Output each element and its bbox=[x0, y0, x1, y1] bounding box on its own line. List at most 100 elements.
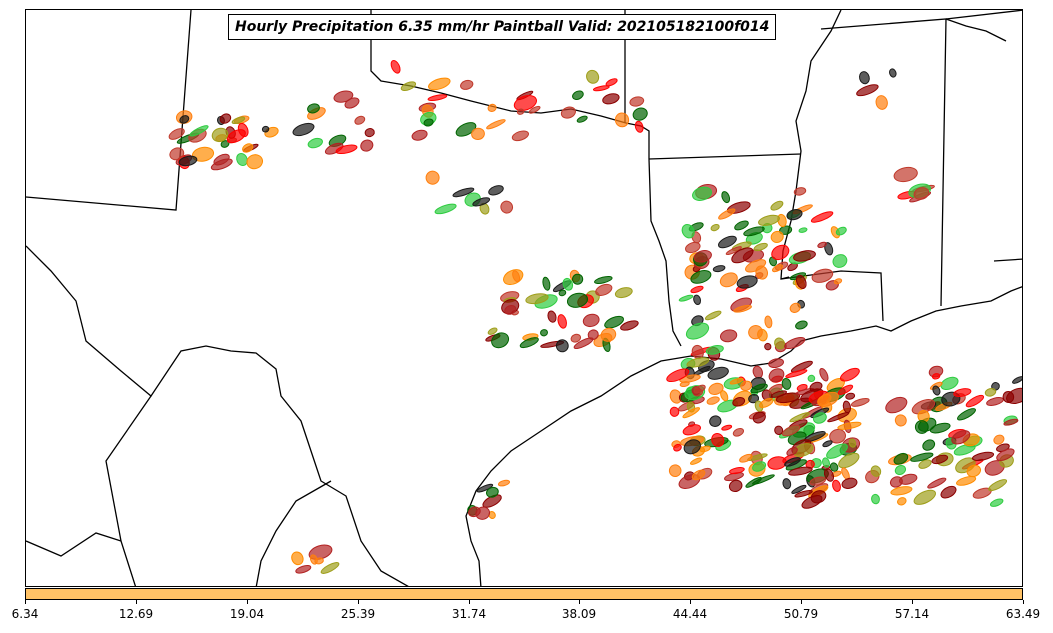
precip-contour bbox=[897, 497, 907, 506]
precip-contour bbox=[704, 310, 722, 321]
precip-contour bbox=[717, 235, 737, 249]
colorbar-tick-label: 25.39 bbox=[340, 607, 376, 621]
precip-contour bbox=[487, 103, 497, 112]
precip-contour bbox=[752, 411, 766, 424]
precip-contour bbox=[786, 446, 798, 457]
precip-contour bbox=[772, 264, 784, 273]
colorbar-tick bbox=[247, 600, 248, 604]
precip-contour bbox=[427, 94, 448, 101]
precip-contour bbox=[953, 388, 972, 398]
precip-contour bbox=[605, 78, 618, 87]
precip-contour bbox=[572, 273, 584, 285]
precip-contour bbox=[826, 443, 848, 459]
precip-contour bbox=[965, 394, 985, 408]
precip-contour bbox=[425, 170, 440, 185]
precip-contour bbox=[364, 128, 375, 138]
colorbar-tick bbox=[25, 600, 26, 604]
precip-contour bbox=[669, 406, 680, 417]
precip-contour bbox=[781, 377, 792, 390]
precip-contour bbox=[600, 327, 617, 342]
precip-contour bbox=[889, 476, 903, 488]
precip-contour bbox=[774, 425, 784, 435]
precip-contour bbox=[682, 424, 701, 436]
precip-contour bbox=[922, 439, 936, 451]
precip-contour bbox=[770, 390, 787, 398]
precip-contour bbox=[720, 390, 729, 402]
precip-contour bbox=[718, 208, 736, 220]
precip-contour bbox=[719, 329, 738, 343]
precip-contour bbox=[764, 315, 773, 329]
precip-contour bbox=[988, 479, 1008, 492]
colorbar-tick-label: 31.74 bbox=[451, 607, 487, 621]
precip-contour bbox=[856, 84, 879, 97]
precip-contour bbox=[634, 120, 644, 133]
precip-contour bbox=[785, 369, 808, 378]
precip-contour bbox=[711, 433, 725, 447]
precip-contour bbox=[668, 464, 682, 478]
precip-contour bbox=[770, 200, 784, 211]
precip-contour bbox=[932, 385, 941, 396]
precip-contour bbox=[168, 128, 185, 140]
precip-contour bbox=[889, 68, 897, 78]
precip-contour bbox=[291, 551, 304, 566]
precip-contour bbox=[519, 337, 539, 349]
precip-contour bbox=[690, 270, 712, 284]
precip-contour bbox=[242, 143, 254, 153]
precip-contour bbox=[693, 294, 702, 306]
precip-contour bbox=[471, 127, 485, 141]
precip-contour bbox=[231, 116, 246, 125]
precip-contour bbox=[940, 376, 959, 391]
precip-contour bbox=[809, 476, 827, 486]
precip-contour bbox=[682, 407, 701, 419]
precip-contour bbox=[307, 103, 320, 114]
precip-contour bbox=[971, 451, 995, 461]
precip-contour bbox=[871, 493, 880, 505]
precip-contour bbox=[491, 332, 510, 349]
precip-contour bbox=[829, 462, 839, 472]
precip-contour bbox=[390, 60, 401, 74]
precip-contour bbox=[344, 97, 360, 109]
precip-contour bbox=[729, 377, 744, 385]
colorbar-tick-label: 38.09 bbox=[561, 607, 597, 621]
colorbar-tick-label: 12.69 bbox=[118, 607, 154, 621]
precip-contour bbox=[570, 333, 582, 343]
precip-contour bbox=[620, 320, 639, 331]
colorbar-tick-label: 19.04 bbox=[229, 607, 265, 621]
precip-contour bbox=[774, 337, 786, 350]
precip-contour bbox=[614, 112, 630, 128]
precip-contour bbox=[246, 154, 264, 170]
precip-contour bbox=[486, 486, 499, 498]
precip-contour bbox=[781, 424, 801, 437]
precip-contour bbox=[739, 453, 753, 463]
precip-contour bbox=[745, 259, 767, 273]
precip-contour bbox=[400, 81, 417, 92]
precip-contour bbox=[931, 373, 941, 380]
precip-contour bbox=[759, 397, 774, 409]
precip-contour bbox=[423, 118, 434, 127]
precip-contour bbox=[885, 396, 908, 414]
precip-contour bbox=[748, 325, 763, 340]
precip-contour bbox=[169, 147, 185, 161]
precip-contour bbox=[788, 466, 813, 476]
precip-contour bbox=[729, 467, 745, 475]
precip-contour bbox=[690, 285, 704, 294]
precip-contour bbox=[411, 129, 428, 141]
precip-contour bbox=[795, 320, 808, 330]
precip-contour bbox=[547, 310, 557, 323]
precip-contour bbox=[360, 139, 374, 152]
precip-contour bbox=[707, 366, 729, 380]
precip-contour bbox=[428, 77, 451, 91]
precip-contour bbox=[768, 358, 784, 368]
precip-contour bbox=[572, 90, 584, 100]
precip-contour bbox=[560, 106, 576, 119]
precip-contour bbox=[497, 479, 511, 487]
precip-contour bbox=[753, 242, 768, 252]
colorbar-tick bbox=[912, 600, 913, 604]
precip-contour bbox=[764, 342, 772, 351]
precip-contour bbox=[789, 412, 810, 423]
colorbar bbox=[25, 588, 1023, 600]
colorbar-tick bbox=[579, 600, 580, 604]
precip-contour bbox=[211, 127, 229, 143]
colorbar-tick-label: 50.79 bbox=[783, 607, 819, 621]
precip-contour bbox=[562, 277, 574, 291]
